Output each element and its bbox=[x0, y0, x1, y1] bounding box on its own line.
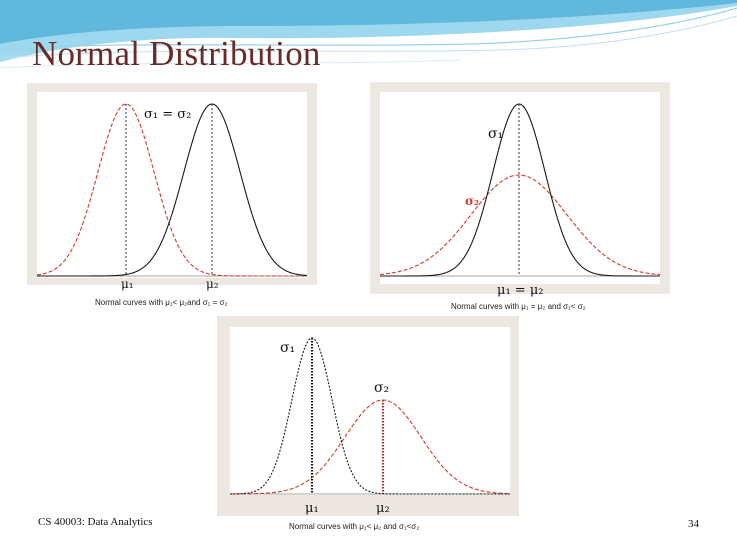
curve-black-solid bbox=[380, 103, 660, 277]
curve-red-dashed bbox=[36, 103, 307, 277]
page-number: 34 bbox=[688, 518, 699, 530]
panel-plot-area bbox=[230, 327, 510, 495]
label-sigma-equal: σ₁ = σ₂ bbox=[144, 107, 191, 122]
curve-black-solid bbox=[37, 103, 308, 277]
label-mu1: μ₁ bbox=[305, 501, 319, 516]
caption-panel-3: Normal curves with μ₁< μ₂ and σ₁<σ₂ bbox=[289, 522, 420, 531]
panel-equal-sigma: σ₁ = σ₂ μ₁ μ₂ bbox=[27, 83, 317, 291]
label-mu2: μ₂ bbox=[376, 501, 390, 516]
label-sigma2: σ₂ bbox=[374, 380, 389, 396]
panel-plot-area bbox=[380, 92, 660, 284]
caption-panel-2: Normal curves with μ₁ = μ₂ and σ₁< σ₂ bbox=[451, 302, 586, 311]
curve-red-dashed bbox=[379, 174, 661, 276]
caption-panel-1: Normal curves with μ₁< μ₂and σ₁ = σ₂ bbox=[95, 298, 228, 307]
label-mu2: μ₂ bbox=[206, 277, 219, 291]
label-sigma2: σ₂ bbox=[465, 194, 479, 208]
label-sigma1: σ₁ bbox=[280, 340, 295, 356]
label-sigma1: σ₁ bbox=[488, 126, 503, 142]
label-mu1: μ₁ bbox=[121, 277, 134, 291]
top-banner bbox=[0, 0, 737, 69]
footer-course: CS 40003: Data Analytics bbox=[38, 516, 153, 528]
slide-title: Normal Distribution bbox=[32, 34, 321, 73]
panel-equal-mu: σ₁ σ₂ μ₁ = μ₂ bbox=[370, 82, 670, 298]
curve-black-dotted bbox=[229, 337, 510, 495]
panel-different-both: σ₁ σ₂ μ₁ μ₂ bbox=[217, 316, 519, 516]
label-mu-equal: μ₁ = μ₂ bbox=[497, 283, 543, 298]
panel-plot-area bbox=[37, 92, 307, 278]
